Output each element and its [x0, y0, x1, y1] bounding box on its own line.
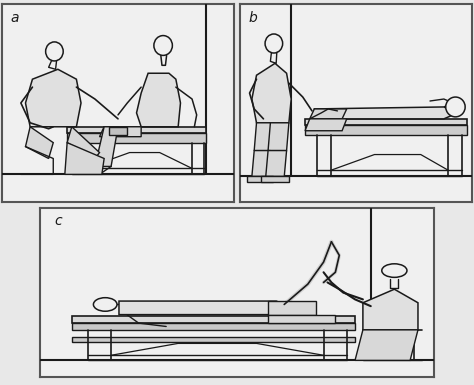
Polygon shape — [266, 151, 287, 176]
Text: c: c — [54, 214, 62, 228]
Ellipse shape — [265, 34, 283, 53]
Ellipse shape — [154, 35, 173, 55]
Polygon shape — [65, 143, 104, 174]
Polygon shape — [252, 151, 270, 176]
Polygon shape — [67, 127, 206, 133]
Polygon shape — [363, 289, 418, 330]
Ellipse shape — [446, 97, 465, 117]
Polygon shape — [72, 316, 355, 323]
Polygon shape — [72, 336, 355, 342]
Text: a: a — [10, 11, 19, 25]
Polygon shape — [119, 301, 284, 315]
Polygon shape — [252, 64, 291, 123]
Polygon shape — [109, 127, 128, 135]
Polygon shape — [355, 330, 418, 360]
Polygon shape — [67, 133, 206, 143]
Polygon shape — [261, 176, 289, 182]
Polygon shape — [305, 125, 467, 135]
Polygon shape — [26, 127, 53, 159]
Polygon shape — [67, 127, 100, 159]
Polygon shape — [310, 109, 346, 119]
Polygon shape — [100, 127, 141, 137]
Text: b: b — [248, 11, 257, 25]
Polygon shape — [268, 315, 335, 323]
Polygon shape — [314, 103, 453, 119]
Ellipse shape — [46, 42, 63, 61]
Polygon shape — [247, 176, 273, 182]
Polygon shape — [137, 73, 181, 127]
Polygon shape — [268, 123, 289, 151]
Polygon shape — [305, 119, 467, 125]
Ellipse shape — [382, 264, 407, 277]
Polygon shape — [72, 323, 355, 330]
Polygon shape — [26, 69, 81, 127]
Polygon shape — [268, 301, 316, 315]
Polygon shape — [305, 119, 346, 131]
Polygon shape — [95, 127, 118, 166]
Ellipse shape — [93, 298, 117, 311]
Polygon shape — [254, 123, 273, 151]
